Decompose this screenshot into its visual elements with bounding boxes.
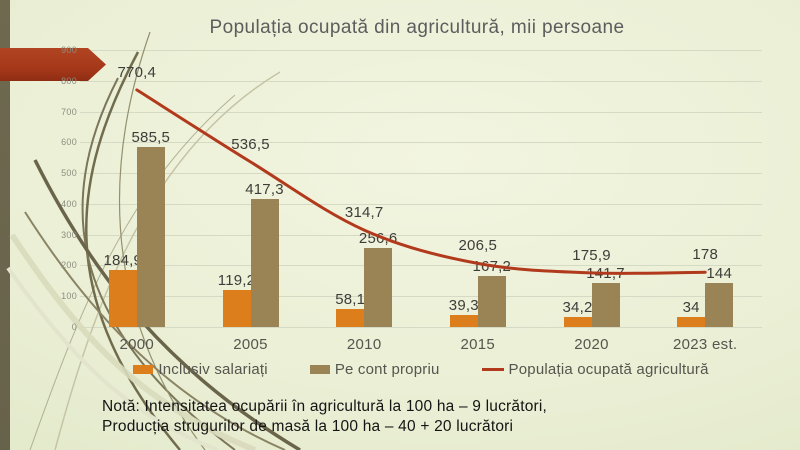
- gridline: [80, 142, 762, 144]
- gridline: [80, 50, 762, 51]
- line-value-label: 314,7: [344, 204, 384, 222]
- y-tick-label: 400: [61, 198, 77, 209]
- x-category-label: 2020: [574, 336, 609, 353]
- line-value-label: 175,9: [572, 246, 611, 264]
- x-category-label: 2015: [460, 336, 496, 353]
- bar-salariati-2020: [563, 316, 592, 327]
- line-value-label: 206,5: [458, 237, 498, 255]
- bar-cont-propriu-2015: [477, 275, 506, 327]
- left-edge-bar: [0, 0, 10, 450]
- y-tick-label: 0: [71, 322, 77, 332]
- gridline: [80, 327, 762, 328]
- bar-value-label: 256,6: [358, 230, 398, 247]
- gridline: [80, 111, 762, 113]
- bar-value-label: 58,1: [335, 291, 366, 309]
- gridline: [80, 203, 762, 205]
- x-category-label: 2023 est.: [672, 336, 738, 353]
- y-tick-label: 300: [61, 229, 77, 240]
- legend-item-populatia-ocupata: Populația ocupată agricultură: [481, 361, 709, 378]
- bar-cont-propriu-2020: [591, 283, 620, 327]
- y-tick-label: 200: [61, 260, 77, 271]
- legend-item-pe-cont-propriu: Pe cont propriu: [309, 361, 440, 378]
- bar-value-label: 39,3: [448, 296, 479, 314]
- bar-value-label: 34: [682, 298, 700, 316]
- y-tick-label: 600: [61, 137, 77, 148]
- bar-value-label: 34,2: [562, 298, 593, 316]
- gridline: [80, 296, 762, 298]
- line-value-label: 178: [692, 246, 718, 264]
- brown-swatch-icon: [309, 365, 330, 374]
- bar-cont-propriu-2010: [364, 248, 393, 327]
- chart-title: Populația ocupată din agricultură, mii p…: [209, 17, 625, 38]
- bar-salariati-2015: [449, 314, 478, 327]
- legend-label: Pe cont propriu: [334, 361, 440, 378]
- gridline: [80, 173, 762, 175]
- x-category-label: 2010: [346, 336, 382, 353]
- bar-cont-propriu-2023 est.: [705, 282, 734, 327]
- y-tick-label: 100: [61, 291, 77, 302]
- red-line-swatch-icon: [481, 368, 504, 371]
- gridline: [80, 80, 762, 82]
- bar-salariati-2023 est.: [677, 316, 706, 327]
- y-tick-label: 900: [61, 45, 77, 55]
- y-tick-label: 800: [61, 75, 77, 86]
- bar-value-label: 144: [706, 264, 732, 282]
- legend-label: Populația ocupată agricultură: [508, 361, 709, 378]
- gridline: [80, 265, 762, 267]
- bar-salariati-2010: [336, 309, 365, 327]
- y-tick-label: 700: [61, 106, 77, 117]
- y-tick-label: 500: [61, 168, 77, 179]
- gridline: [80, 234, 762, 236]
